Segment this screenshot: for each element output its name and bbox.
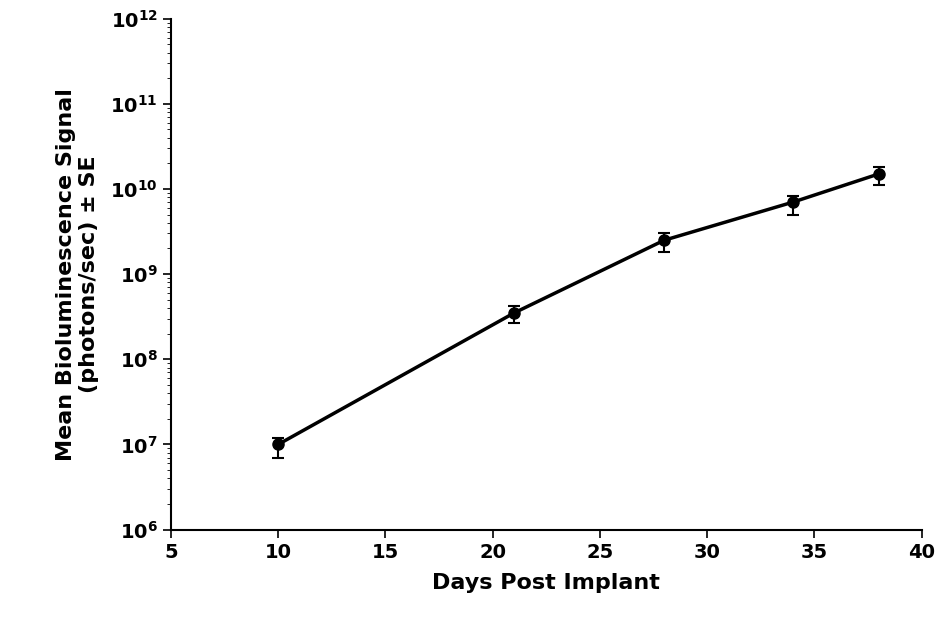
X-axis label: Days Post Implant: Days Post Implant — [432, 573, 660, 593]
Y-axis label: Mean Bioluminescence Signal
(photons/sec) ± SE: Mean Bioluminescence Signal (photons/sec… — [56, 88, 99, 460]
